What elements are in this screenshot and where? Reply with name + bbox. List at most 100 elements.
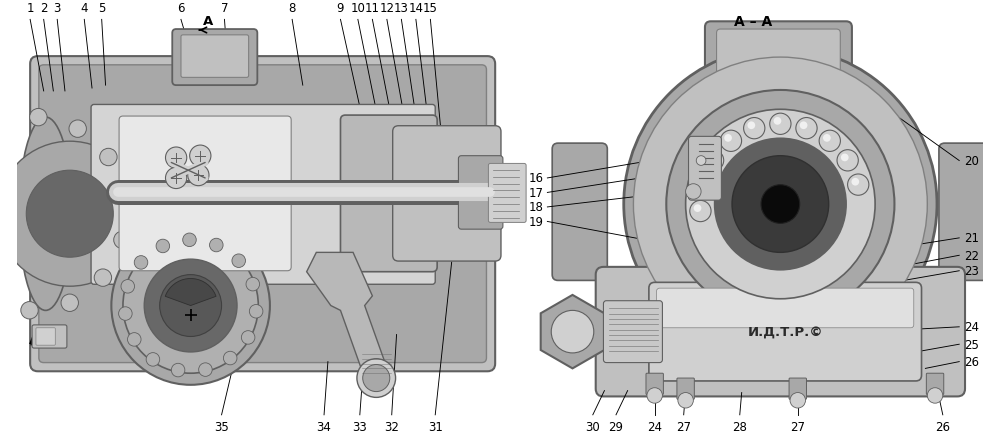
Circle shape bbox=[134, 256, 148, 270]
Text: 20: 20 bbox=[964, 155, 979, 168]
Circle shape bbox=[678, 393, 693, 408]
Circle shape bbox=[165, 148, 187, 169]
Text: 4: 4 bbox=[81, 2, 88, 15]
FancyBboxPatch shape bbox=[705, 22, 852, 99]
Circle shape bbox=[246, 278, 260, 291]
FancyBboxPatch shape bbox=[39, 66, 486, 363]
Circle shape bbox=[171, 363, 185, 377]
Text: 28: 28 bbox=[732, 420, 747, 433]
FancyBboxPatch shape bbox=[91, 105, 435, 285]
Text: 2: 2 bbox=[40, 2, 47, 15]
FancyBboxPatch shape bbox=[596, 267, 965, 397]
Circle shape bbox=[692, 174, 713, 196]
Circle shape bbox=[111, 227, 270, 385]
Circle shape bbox=[190, 146, 211, 167]
Circle shape bbox=[686, 110, 875, 299]
FancyBboxPatch shape bbox=[603, 301, 662, 363]
Text: И.Д.Т.Р.©: И.Д.Т.Р.© bbox=[747, 326, 823, 339]
Circle shape bbox=[61, 294, 78, 312]
Circle shape bbox=[696, 178, 703, 186]
Text: 3: 3 bbox=[54, 2, 61, 15]
Circle shape bbox=[144, 260, 237, 352]
Text: 30: 30 bbox=[585, 420, 600, 433]
FancyBboxPatch shape bbox=[939, 144, 994, 281]
Text: 6: 6 bbox=[177, 2, 185, 15]
Circle shape bbox=[747, 122, 755, 130]
Text: 17: 17 bbox=[529, 187, 544, 200]
Circle shape bbox=[188, 165, 209, 186]
FancyBboxPatch shape bbox=[717, 30, 840, 91]
Text: 14: 14 bbox=[408, 2, 423, 15]
Text: 26: 26 bbox=[964, 355, 979, 368]
Text: 5: 5 bbox=[98, 2, 105, 15]
Circle shape bbox=[774, 118, 781, 125]
Polygon shape bbox=[165, 279, 216, 306]
Circle shape bbox=[837, 150, 858, 171]
Text: 23: 23 bbox=[964, 265, 979, 278]
Circle shape bbox=[21, 302, 38, 319]
Polygon shape bbox=[541, 295, 604, 368]
FancyBboxPatch shape bbox=[789, 378, 806, 399]
Circle shape bbox=[94, 270, 112, 287]
Circle shape bbox=[790, 393, 806, 408]
Circle shape bbox=[770, 114, 791, 135]
Circle shape bbox=[720, 131, 742, 152]
Circle shape bbox=[156, 240, 170, 253]
Circle shape bbox=[551, 311, 594, 353]
Text: 22: 22 bbox=[964, 249, 979, 262]
Circle shape bbox=[165, 168, 187, 189]
Circle shape bbox=[841, 154, 849, 162]
Text: 16: 16 bbox=[529, 172, 544, 185]
Circle shape bbox=[223, 352, 237, 365]
FancyBboxPatch shape bbox=[926, 373, 944, 395]
Text: 10: 10 bbox=[350, 2, 365, 15]
Circle shape bbox=[823, 135, 831, 142]
Circle shape bbox=[146, 353, 160, 366]
Text: 19: 19 bbox=[529, 215, 544, 228]
Text: A: A bbox=[203, 15, 213, 27]
Circle shape bbox=[800, 122, 807, 130]
Circle shape bbox=[848, 174, 869, 196]
Text: 32: 32 bbox=[384, 420, 399, 433]
Circle shape bbox=[666, 91, 894, 319]
Circle shape bbox=[927, 388, 943, 403]
Text: 27: 27 bbox=[790, 420, 805, 433]
Text: 15: 15 bbox=[423, 2, 438, 15]
Circle shape bbox=[624, 48, 937, 361]
Circle shape bbox=[851, 178, 859, 186]
Circle shape bbox=[199, 363, 212, 377]
Circle shape bbox=[694, 205, 701, 213]
Text: 9: 9 bbox=[337, 2, 344, 15]
FancyBboxPatch shape bbox=[646, 373, 663, 395]
Circle shape bbox=[702, 150, 724, 171]
Text: 8: 8 bbox=[288, 2, 296, 15]
Circle shape bbox=[696, 156, 706, 166]
Circle shape bbox=[724, 135, 732, 142]
FancyBboxPatch shape bbox=[172, 30, 257, 86]
FancyBboxPatch shape bbox=[30, 57, 495, 372]
Circle shape bbox=[30, 109, 47, 127]
Circle shape bbox=[796, 118, 817, 139]
Text: 24: 24 bbox=[647, 420, 662, 433]
Circle shape bbox=[706, 154, 714, 162]
FancyBboxPatch shape bbox=[32, 325, 67, 348]
Ellipse shape bbox=[19, 118, 72, 311]
Circle shape bbox=[633, 58, 927, 351]
Text: 21: 21 bbox=[964, 232, 979, 245]
FancyBboxPatch shape bbox=[552, 144, 607, 281]
Text: 12: 12 bbox=[379, 2, 394, 15]
Circle shape bbox=[183, 233, 196, 247]
Circle shape bbox=[686, 184, 701, 200]
Text: 24: 24 bbox=[964, 321, 979, 334]
Text: 11: 11 bbox=[365, 2, 380, 15]
Text: 1: 1 bbox=[26, 2, 34, 15]
FancyBboxPatch shape bbox=[181, 36, 249, 78]
FancyBboxPatch shape bbox=[677, 378, 694, 399]
Circle shape bbox=[357, 359, 396, 398]
Circle shape bbox=[0, 142, 142, 286]
Text: 7: 7 bbox=[221, 2, 228, 15]
Circle shape bbox=[100, 149, 117, 166]
Text: 27: 27 bbox=[676, 420, 691, 433]
Circle shape bbox=[69, 121, 86, 138]
Text: A: A bbox=[29, 333, 39, 346]
